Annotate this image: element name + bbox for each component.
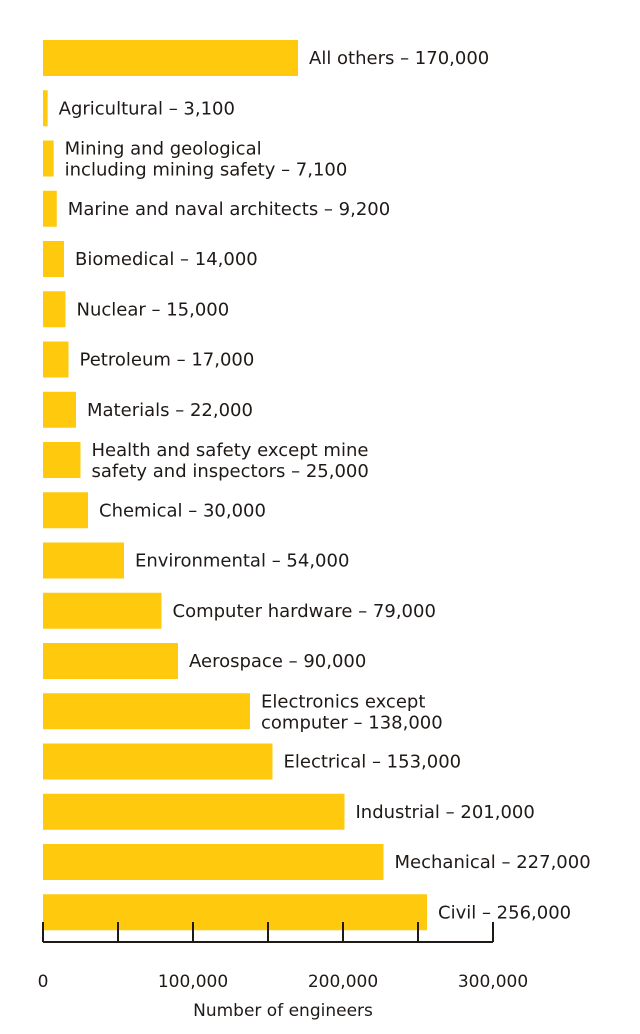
bar-16 (43, 844, 384, 880)
bar-labels-group: All others – 170,000 Agricultural – 3,100… (59, 48, 591, 923)
bar-label-13-line-1: computer – 138,000 (261, 712, 443, 733)
bar-3 (43, 190, 57, 227)
bar-label-3: Marine and naval architects – 9,200 (68, 199, 390, 220)
x-tick-label-4: 200,000 (308, 972, 378, 992)
bar-8 (43, 442, 81, 478)
bar-label-2-line-0: Mining and geological (65, 139, 262, 160)
bar-label-14: Electrical – 153,000 (284, 752, 462, 773)
x-axis-title: Number of engineers (193, 1001, 373, 1021)
bar-label-1: Agricultural – 3,100 (59, 98, 235, 119)
bar-7 (43, 391, 76, 428)
bar-17 (43, 894, 427, 931)
bar-label-16: Mechanical – 227,000 (395, 852, 591, 873)
bar-label-2-line-1: including mining safety – 7,100 (65, 160, 348, 181)
bar-label-15: Industrial – 201,000 (356, 802, 535, 823)
x-tick-label-2: 100,000 (158, 972, 228, 992)
bar-label-0: All others – 170,000 (309, 48, 489, 69)
bar-0 (43, 40, 298, 76)
bar-label-13: Electronics except computer – 138,000 (261, 691, 443, 733)
bar-label-5: Nuclear – 15,000 (77, 299, 230, 320)
x-tick-label-0: 0 (38, 972, 49, 992)
bar-label-2: Mining and geological including mining sa… (65, 139, 348, 181)
bar-label-13-line-0: Electronics except (261, 691, 425, 712)
bar-11 (43, 592, 162, 629)
bar-9 (43, 492, 88, 529)
bar-5 (43, 291, 66, 328)
bar-label-7: Materials – 22,000 (87, 400, 253, 421)
bar-label-4: Biomedical – 14,000 (75, 249, 258, 270)
bar-4 (43, 241, 64, 277)
bar-1 (43, 90, 48, 127)
x-axis: 0 100,000 200,000 300,000 (38, 922, 528, 992)
x-tick-label-6: 300,000 (458, 972, 528, 992)
bar-12 (43, 643, 178, 679)
bar-label-10: Environmental – 54,000 (135, 551, 349, 572)
bar-label-8-line-1: safety and inspectors – 25,000 (92, 461, 369, 482)
bar-label-8: Health and safety except mine safety and … (92, 440, 369, 482)
bar-label-11: Computer hardware – 79,000 (173, 601, 436, 622)
bar-2 (43, 140, 54, 177)
bar-label-17: Civil – 256,000 (438, 902, 571, 923)
bar-label-8-line-0: Health and safety except mine (92, 440, 369, 461)
bar-label-12: Aerospace – 90,000 (189, 651, 366, 672)
bar-15 (43, 793, 345, 830)
bar-6 (43, 341, 69, 378)
bar-label-9: Chemical – 30,000 (99, 500, 266, 521)
bar-10 (43, 542, 124, 579)
bars-group (43, 40, 427, 931)
bar-14 (43, 743, 273, 780)
bar-label-6: Petroleum – 17,000 (80, 350, 255, 371)
bar-13 (43, 693, 250, 730)
